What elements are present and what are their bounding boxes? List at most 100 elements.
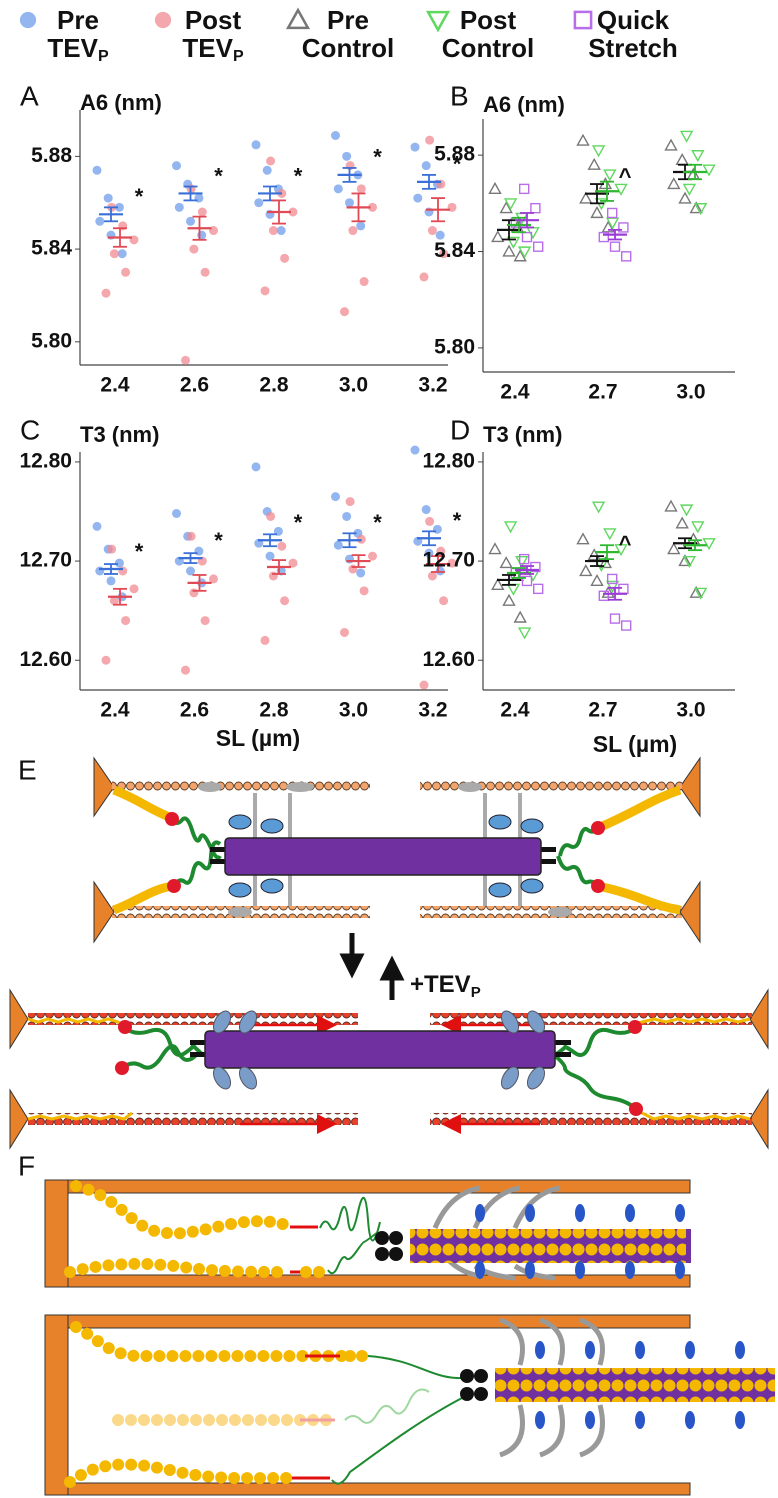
x-tick-label: 3.0 (339, 699, 368, 722)
error-bar (192, 215, 207, 241)
data-point (693, 203, 708, 216)
y-tick-label: 12.70 (422, 549, 475, 572)
legend-label-sub: P (98, 48, 109, 65)
data-point (419, 272, 429, 282)
data-point (356, 568, 366, 578)
data-point (667, 177, 681, 190)
legend-label: Control (442, 33, 534, 63)
data-point (114, 558, 124, 568)
data-point (513, 610, 527, 623)
data-point (587, 157, 601, 170)
error-bar (113, 587, 127, 606)
data-point (609, 241, 621, 252)
data-point (340, 627, 349, 637)
data-point (598, 590, 609, 601)
error-bar (600, 180, 614, 202)
data-point (607, 573, 618, 585)
data-point (502, 593, 516, 606)
y-tick-label: 5.88 (31, 144, 72, 167)
significance-mark: * (135, 184, 144, 209)
data-point (262, 165, 272, 175)
data-point (172, 161, 181, 171)
data-point (590, 573, 604, 587)
data-point (118, 566, 128, 576)
data-point (101, 655, 111, 665)
error-bar (272, 559, 286, 575)
data-point (607, 207, 618, 219)
data-point (288, 207, 298, 217)
legend-marker (19, 11, 37, 29)
data-point (503, 198, 518, 211)
data-point (678, 554, 692, 567)
panel-label: F (18, 1150, 35, 1181)
data-point (506, 583, 521, 596)
data-point (333, 184, 343, 194)
error-bar (272, 199, 286, 225)
y-tick-label: 12.60 (19, 648, 72, 671)
data-point (601, 220, 615, 233)
y-tick-label: 5.80 (434, 335, 475, 358)
significance-mark: ^ (619, 164, 632, 189)
error-bar (342, 167, 357, 183)
data-point (268, 226, 278, 236)
data-point (129, 584, 139, 594)
data-point (277, 541, 287, 551)
data-point (513, 249, 527, 262)
data-point (107, 544, 117, 554)
data-point (621, 251, 632, 262)
error-bar (431, 555, 445, 573)
data-point (502, 244, 516, 257)
y-tick-label: 5.80 (31, 329, 72, 352)
data-point (488, 542, 502, 555)
data-point (598, 231, 609, 243)
data-point (530, 202, 541, 214)
data-point (209, 574, 218, 584)
legend-label-main: TEV (47, 33, 98, 63)
y-tick-label: 5.88 (434, 143, 475, 166)
data-point (117, 249, 127, 259)
data-point (679, 504, 694, 517)
legend-label: Pre (57, 5, 99, 35)
error-bar (431, 197, 445, 223)
x-tick-label: 3.0 (339, 374, 368, 397)
data-point (609, 613, 621, 624)
data-point (598, 556, 613, 569)
error-bar (183, 552, 198, 564)
error-bar (502, 574, 516, 586)
significance-mark: * (453, 152, 462, 177)
data-point (421, 505, 431, 515)
data-point (603, 169, 617, 182)
data-point (517, 627, 532, 640)
panel-title: A6 (nm) (483, 92, 565, 117)
treatment-sub: P (471, 984, 481, 1001)
data-point (447, 558, 457, 568)
x-tick-label: 2.4 (100, 374, 130, 397)
treatment: +TEV (410, 971, 471, 998)
data-point (675, 516, 689, 529)
data-point (103, 193, 113, 203)
data-point (618, 583, 629, 595)
significance-mark: * (373, 510, 382, 535)
error-bar (422, 530, 436, 547)
data-point (530, 561, 541, 573)
data-point (691, 521, 705, 534)
data-point (419, 680, 429, 690)
data-point (189, 588, 199, 598)
legend-label: Post (185, 5, 242, 35)
significance-mark: * (294, 163, 303, 188)
data-point (345, 497, 355, 507)
data-point (251, 140, 261, 150)
data-point (682, 183, 697, 196)
data-point (702, 164, 716, 177)
y-tick-label: 12.60 (422, 648, 475, 671)
data-point (413, 193, 423, 203)
legend-marker (425, 10, 451, 33)
data-point (368, 202, 377, 212)
data-point (678, 191, 692, 204)
data-point (268, 571, 278, 581)
data-point (254, 198, 264, 208)
data-point (106, 576, 116, 586)
data-point (603, 528, 617, 541)
significance-mark: * (294, 510, 303, 535)
